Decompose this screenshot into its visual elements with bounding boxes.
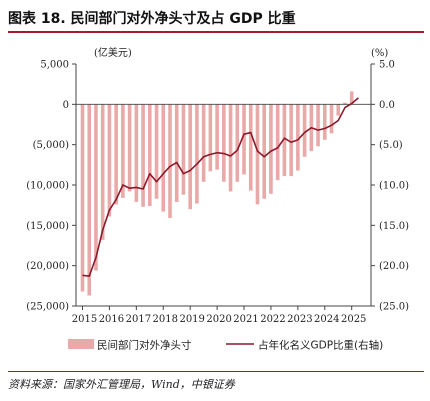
axes-layer [72,63,375,310]
bar-mark [114,104,118,205]
bar-mark [289,104,293,177]
bar-mark [282,104,287,177]
x-tick-label: 2022 [260,314,285,325]
bar-mark [248,104,253,191]
labels-layer: 5,000 0 (5,000) (10,000) (15,000) (20,000) (25… [26,46,409,325]
x-tick-label: 2023 [287,314,312,325]
bar-mark [161,104,166,212]
bar-mark [94,104,98,271]
bar-mark [235,104,240,182]
left-tick-label: 0 [63,100,69,111]
right-tick-label: (15.0) [379,221,409,232]
left-tick-label: (10,000) [26,181,69,192]
bar-mark [302,104,307,157]
x-tick-label: 2016 [99,314,124,325]
bar-mark [255,104,260,205]
bar-mark [329,104,334,134]
bar-mark [148,104,152,206]
bars-layer [80,91,354,296]
left-tick-label: (15,000) [26,221,69,232]
bar-mark [127,104,132,192]
left-tick-label: (25,000) [26,302,69,313]
right-tick-label: (25.0) [379,302,409,313]
bar-mark [322,104,327,140]
bar-mark [349,91,354,105]
legend-line-label: 占年化名义GDP比重(右轴) [258,339,383,352]
bar-mark [296,104,300,171]
bar-mark [181,104,186,195]
x-tick-label: 2021 [233,314,258,325]
bar-mark [174,104,179,202]
bar-mark [269,104,273,194]
legend-bar-swatch [68,339,94,349]
source-note: 资料来源：国家外汇管理局，Wind，中银证券 [8,378,235,391]
bar-mark [262,104,267,199]
bar-mark [275,104,280,181]
bar-mark [80,104,85,292]
line-layer [82,97,359,277]
bar-mark [316,104,320,147]
chart-title: 图表 18. 民间部门对外净头寸及占 GDP 比重 [8,11,296,27]
bar-mark [100,104,105,240]
x-tick-label: 2019 [179,314,204,325]
left-axis-unit: (亿美元) [94,46,132,59]
x-tick-label: 2018 [153,314,178,325]
x-tick-label: 2017 [126,314,151,325]
bar-mark [188,104,192,210]
bar-mark [168,104,172,219]
right-tick-label: (5.0) [379,140,403,151]
left-tick-label: (20,000) [26,261,69,272]
right-tick-label: 0.0 [379,100,395,111]
right-tick-label: (10.0) [379,181,409,192]
bar-mark [201,104,206,182]
ratio-line [82,97,359,277]
bar-mark [107,104,112,217]
bar-mark [87,104,92,296]
right-axis-unit: (%) [371,48,388,59]
legend: 民间部门对外净头寸 占年化名义GDP比重(右轴) [68,339,383,352]
bar-mark [121,104,125,198]
bar-mark [336,104,341,116]
title-rule [8,31,424,33]
bar-mark [154,104,159,199]
left-tick-label: 5,000 [40,60,69,71]
legend-bar-label: 民间部门对外净头寸 [97,339,192,352]
source-rule [8,371,424,372]
bar-mark [195,104,199,204]
bar-mark [242,104,246,175]
right-tick-label: (20.0) [379,261,409,272]
bar-mark [134,104,139,202]
x-tick-label: 2024 [314,314,339,325]
bar-mark [141,104,145,207]
x-tick-label: 2015 [72,314,97,325]
right-tick-label: 5.0 [379,60,395,71]
bar-mark [343,102,347,105]
bar-mark [222,104,226,182]
left-tick-label: (5,000) [33,140,70,151]
bar-mark [215,104,219,170]
bar-mark [208,104,213,172]
x-tick-label: 2025 [341,314,366,325]
bar-mark [228,104,233,192]
x-tick-label: 2020 [206,314,231,325]
